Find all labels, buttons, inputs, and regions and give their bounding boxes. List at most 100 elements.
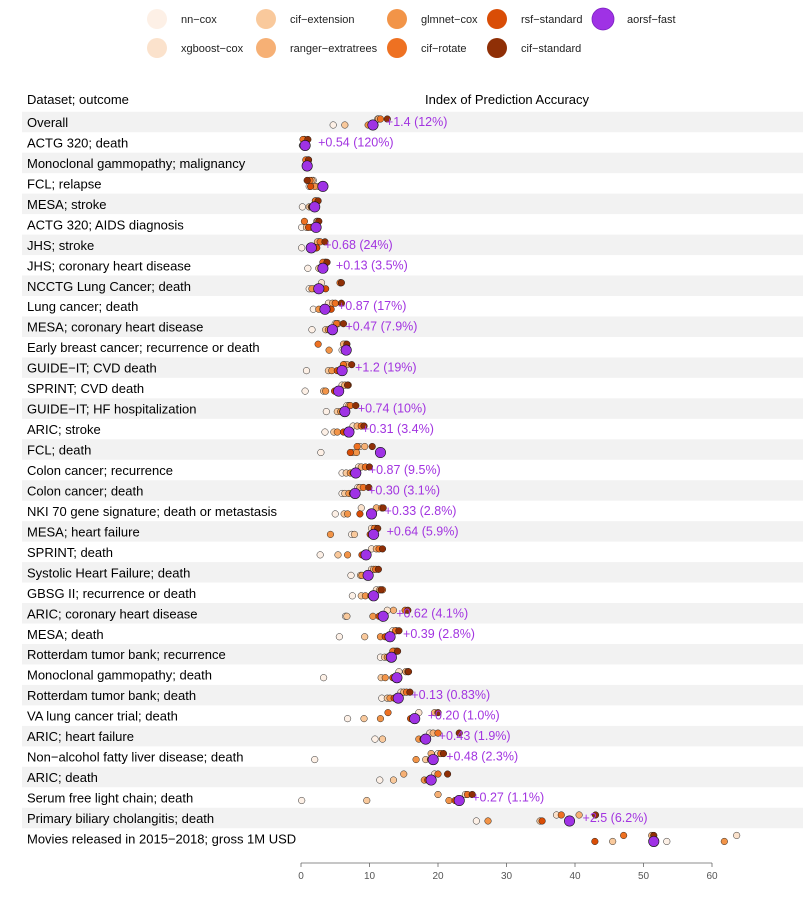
row-22: Systolic Heart Failure; death: [27, 565, 382, 581]
row-label: Rotterdam tumor bank; death: [27, 688, 196, 703]
row-label: VA lung cancer trial; death: [27, 709, 178, 724]
point-4-4: [309, 201, 321, 213]
row-label: Primary biliary cholangitis; death: [27, 811, 214, 826]
point-34-6: [575, 811, 583, 819]
row-annotation: +0.13 (3.5%): [336, 258, 408, 272]
row-label: ACTG 320; AIDS diagnosis: [27, 217, 184, 232]
row-3: FCL; relapse: [27, 176, 329, 192]
point-34-8: [592, 811, 600, 819]
legend-marker-8: [487, 38, 507, 58]
row-band-32: [22, 766, 803, 788]
row-31: Non−alcohol fatty liver disease; death +0…: [27, 750, 518, 766]
row-8: NCCTG Lung Cancer; death: [27, 279, 345, 295]
point-32-4: [425, 774, 437, 786]
row-35: Movies released in 2015−2018; gross 1M U…: [27, 831, 741, 847]
point-13-8: [344, 381, 352, 389]
point-22-4: [362, 569, 374, 581]
point-18-4: [349, 487, 361, 499]
row-14: GUIDE−IT; HF hospitalization +0.74 (10%): [27, 402, 426, 418]
row-24: ARIC; coronary heart disease +0.62 (4.1%): [27, 606, 468, 622]
point-10-8: [339, 320, 347, 328]
row-band-12: [22, 357, 803, 378]
row-band-30: [22, 725, 803, 747]
point-5-4: [310, 221, 322, 233]
point-9-4: [319, 303, 331, 315]
row-label: Colon cancer; death: [27, 483, 143, 498]
row-21: SPRINT; death: [27, 545, 387, 561]
x-tick-label-0: 0: [298, 871, 304, 882]
legend-marker-4: [591, 7, 615, 31]
row-label: JHS; stroke: [27, 238, 94, 253]
row-32: ARIC; death: [27, 770, 452, 786]
point-0-4: [367, 119, 379, 131]
point-25-4: [384, 631, 396, 643]
point-16-7: [353, 442, 361, 451]
point-7-4: [317, 262, 329, 274]
row-annotation: +0.39 (2.8%): [403, 627, 475, 641]
point-0-8: [383, 115, 391, 123]
point-15-4: [343, 426, 355, 438]
point-18-8: [365, 483, 373, 491]
point-27-4: [391, 672, 403, 684]
row-label: Rotterdam tumor bank; recurrence: [27, 647, 226, 662]
row-4: MESA; stroke: [27, 197, 322, 213]
row-label: Overall: [27, 115, 68, 130]
row-16: FCL; death: [27, 442, 386, 459]
point-13-4: [333, 385, 345, 397]
point-0-1: [341, 121, 349, 129]
legend-label-6: ranger−extratrees: [290, 43, 378, 55]
point-11-2: [325, 346, 333, 354]
point-33-2: [445, 796, 453, 805]
point-8-8: [337, 279, 345, 287]
legend-label-4: aorsf−fast: [627, 14, 676, 26]
row-label: Monoclonal gammopathy; death: [27, 668, 212, 683]
point-30-0: [371, 735, 379, 743]
point-13-0: [301, 387, 309, 395]
point-35-4: [648, 835, 660, 847]
point-22-8: [374, 565, 382, 573]
point-35-1: [609, 837, 617, 845]
point-33-1: [363, 796, 371, 805]
row-band-2: [22, 152, 803, 174]
point-32-0: [376, 776, 384, 784]
point-32-1: [389, 776, 398, 784]
row-1: ACTG 320; death +0.54 (120%): [27, 135, 394, 151]
x-tick-label-5: 50: [638, 871, 650, 882]
point-14-4: [339, 406, 351, 418]
row-label: GUIDE−IT; CVD death: [27, 361, 157, 376]
row-annotation: +0.87 (17%): [338, 299, 406, 313]
point-24-4: [377, 610, 389, 622]
row-annotation: +1.4 (12%): [386, 115, 448, 129]
row-label: Lung cancer; death: [27, 299, 138, 314]
point-6-0: [298, 244, 306, 252]
row-13: SPRINT; CVD death: [27, 381, 352, 397]
point-34-2: [484, 817, 492, 825]
point-24-6: [389, 606, 398, 614]
point-12-0: [302, 367, 311, 375]
row-annotation: +0.43 (1.9%): [439, 729, 511, 743]
legend-label-8: cif−standard: [521, 43, 581, 55]
row-annotation: +0.27 (1.1%): [472, 791, 544, 805]
point-35-2: [720, 837, 728, 845]
point-17-4: [350, 467, 362, 479]
x-tick-label-4: 40: [569, 871, 581, 882]
row-7: JHS; coronary heart disease +0.13 (3.5%): [27, 258, 408, 274]
row-annotation: +0.54 (120%): [318, 135, 393, 149]
point-31-0: [311, 756, 319, 764]
row-label: FCL; relapse: [27, 176, 101, 191]
point-25-8: [395, 627, 403, 635]
point-29-7: [384, 709, 392, 717]
point-19-3: [356, 510, 364, 518]
row-label: FCL; death: [27, 443, 91, 458]
row-annotation: +2.5 (6.2%): [583, 811, 648, 825]
row-6: JHS; stroke +0.68 (24%): [27, 238, 393, 254]
point-13-2: [322, 387, 330, 395]
point-28-4: [392, 692, 404, 704]
row-label: ACTG 320; death: [27, 135, 128, 150]
row-34: Primary biliary cholangitis; death +2.5 (…: [27, 811, 648, 827]
legend-marker-1: [256, 9, 276, 29]
point-10-4: [327, 324, 339, 336]
point-31-2: [412, 756, 420, 764]
row-band-4: [22, 193, 803, 215]
